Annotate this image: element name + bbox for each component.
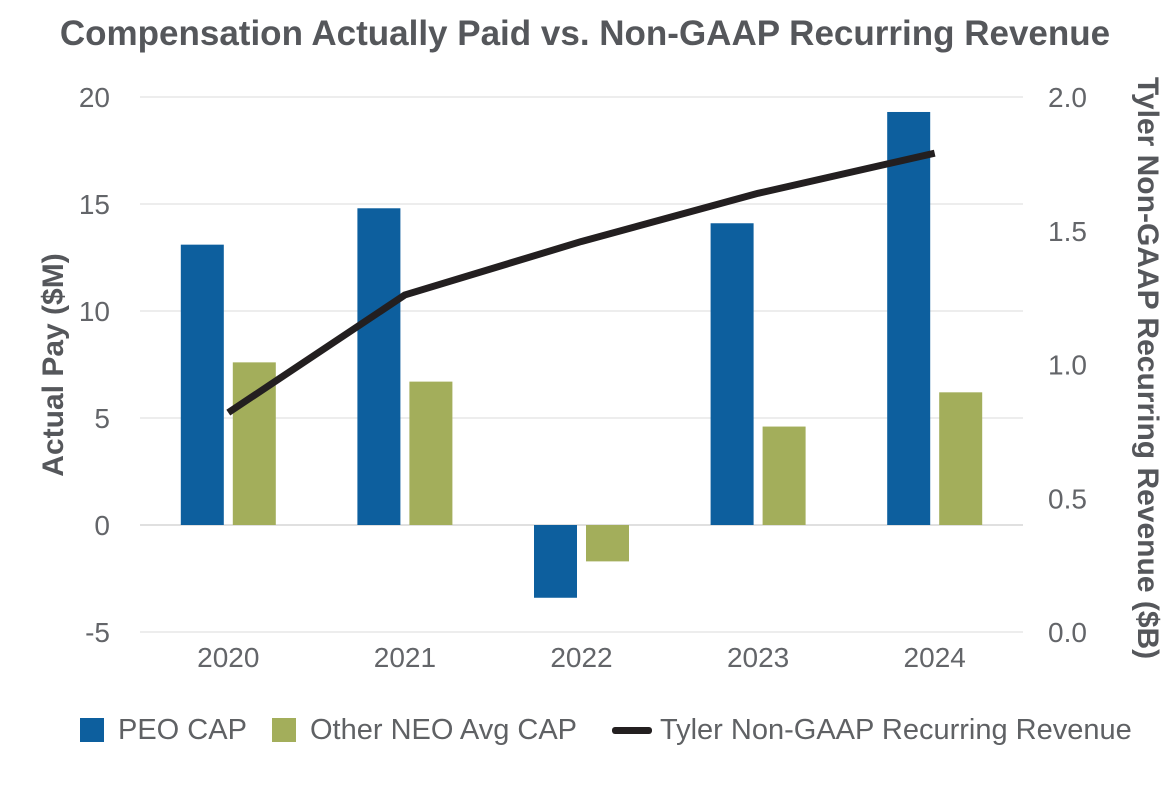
bar-other-neo-avg-cap-2024: [939, 392, 983, 525]
legend-label-peo-cap: PEO CAP: [118, 713, 247, 746]
right-axis-tick: 0.0: [1048, 617, 1087, 648]
legend-swatch-other-neo-avg-cap: [272, 718, 296, 742]
bar-peo-cap-2023: [710, 223, 754, 525]
right-axis-tick: 1.0: [1048, 350, 1087, 381]
bar-peo-cap-2021: [357, 208, 401, 525]
legend-label-tyler-non-gaap-recurring-revenue: Tyler Non-GAAP Recurring Revenue: [660, 713, 1132, 746]
left-axis-tick: -5: [85, 617, 110, 648]
legend-label-other-neo-avg-cap: Other NEO Avg CAP: [310, 713, 578, 746]
plot-area: 20 15 10 5 0 -5 2.0 1.5 1.0 0.5 0.0 2020 2021 2022 202…: [79, 82, 1087, 673]
bar-other-neo-avg-cap-2021: [409, 381, 453, 525]
left-axis-tick: 15: [79, 189, 110, 220]
x-axis-category-label: 2024: [904, 642, 966, 673]
left-axis-tick: 5: [94, 403, 110, 434]
bar-peo-cap-2024: [887, 111, 931, 525]
revenue-line: [226, 149, 936, 416]
bar-peo-cap-2020: [180, 244, 224, 525]
legend-item-peo-cap: PEO CAP: [80, 710, 247, 750]
left-axis-tick: 20: [79, 82, 110, 113]
chart-title: Compensation Actually Paid vs. Non-GAAP …: [59, 14, 1111, 53]
bar-other-neo-avg-cap-2023: [762, 426, 806, 525]
left-axis-tick: 0: [94, 510, 110, 541]
legend-item-tyler-non-gaap-recurring-revenue: Tyler Non-GAAP Recurring Revenue: [612, 710, 1132, 750]
right-axis-tick: 0.5: [1048, 483, 1087, 514]
x-axis-category-label: 2021: [374, 642, 436, 673]
bar-other-neo-avg-cap-2022: [586, 525, 629, 562]
right-axis-tick: 1.5: [1048, 216, 1087, 247]
legend-line-marker: [612, 726, 652, 734]
bar-peo-cap-2022: [534, 525, 577, 598]
legend-item-other-neo-avg-cap: Other NEO Avg CAP: [272, 710, 577, 750]
x-axis-category-label: 2023: [727, 642, 789, 673]
right-axis-tick: 2.0: [1048, 82, 1087, 113]
left-axis-tick: 10: [79, 296, 110, 327]
x-axis-category-label: 2022: [550, 642, 612, 673]
x-axis-category-label: 2020: [197, 642, 259, 673]
legend-swatch-peo-cap: [80, 718, 104, 742]
